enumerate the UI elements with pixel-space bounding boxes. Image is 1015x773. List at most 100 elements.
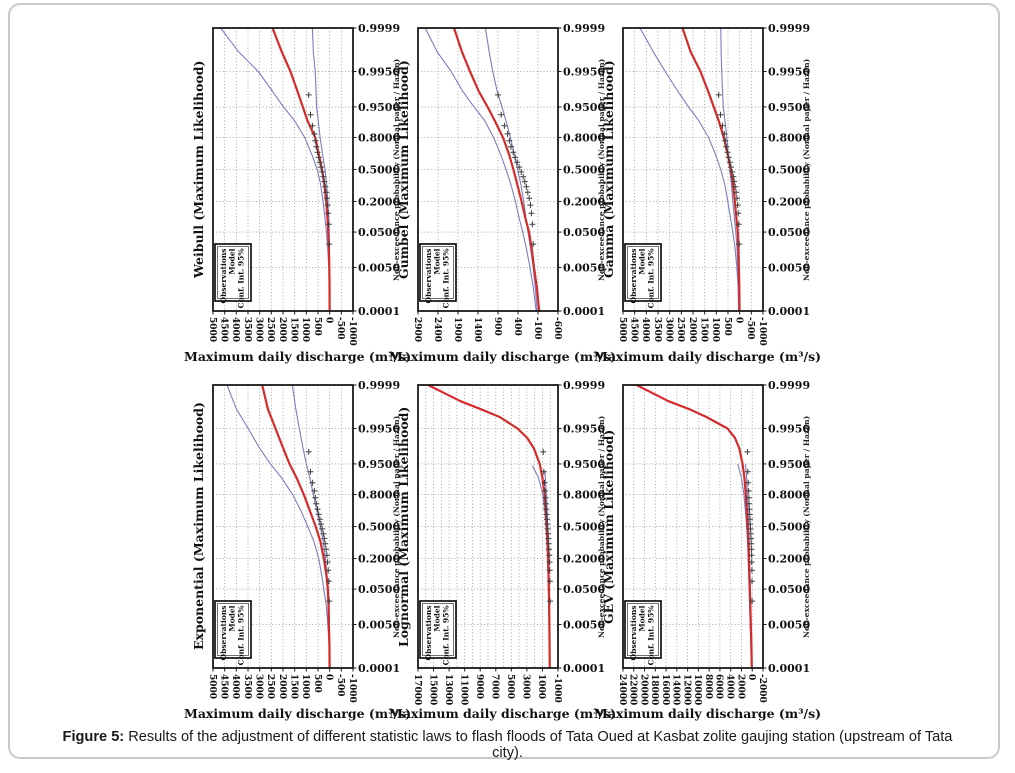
gev-plot-canvas: 0.9999 0.9950 0.9500 0.8000 0.5000 0.2000 0.05… [617,379,811,705]
svg-text:0.9999: 0.9999 [358,22,400,35]
svg-text:0.9950: 0.9950 [768,422,810,435]
x-axis-label: Maximum daily discharge (m³/s) [594,349,822,364]
svg-text:0.8000: 0.8000 [563,131,605,144]
svg-text:1500: 1500 [289,317,299,342]
confidence-upper-curve [424,28,537,311]
plot-group-gev: 0.9999 0.9950 0.9500 0.8000 0.5000 0.2000 0.05… [594,375,821,729]
svg-text:2000: 2000 [277,317,287,342]
svg-text:0.2000: 0.2000 [768,553,810,566]
observation-markers [715,91,743,248]
svg-text:-2000: -2000 [757,674,767,703]
model-curve [261,385,331,668]
svg-text:2000: 2000 [277,674,287,699]
svg-text:3000: 3000 [664,317,674,342]
svg-text:0.0050: 0.0050 [563,619,605,632]
svg-text:0.0500: 0.0500 [563,226,605,239]
legend-item: Observations [424,606,433,661]
lognormal-plot-canvas: 0.9999 0.9950 0.9500 0.8000 0.5000 0.2000 0.05… [412,379,606,705]
svg-text:0.0500: 0.0500 [358,583,400,596]
svg-text:0.0001: 0.0001 [358,305,400,318]
svg-text:0: 0 [746,674,756,680]
svg-text:0.9500: 0.9500 [768,101,810,114]
observation-markers [744,448,756,605]
model-curve [427,385,551,668]
observation-markers [540,448,554,605]
gumbel-plot-canvas: 0.9999 0.9950 0.9500 0.8000 0.5000 0.2000 0.05… [412,22,606,342]
x-tick-labels: 24000 22000 20000 18000 16000 14000 12000 10000… [617,674,767,705]
legend-item: Conf. Int. 95% [236,249,245,309]
svg-text:0.9500: 0.9500 [358,458,400,471]
x-axis-label: Maximum daily discharge (m³/s) [389,349,617,364]
svg-text:2900: 2900 [412,317,422,342]
legend-item: Observations [219,249,228,304]
svg-text:0.0500: 0.0500 [768,226,810,239]
svg-text:14000: 14000 [671,674,681,705]
x-tick-labels: 2900 2400 1900 1400 900 400 -100 -600 [412,317,562,342]
svg-text:0.9500: 0.9500 [563,458,605,471]
svg-text:0.0500: 0.0500 [768,583,810,596]
legend-item: Observations [424,249,433,304]
x-tick-labels: 5000 4500 4000 3500 3000 2500 2000 1500 1000 500 0… [207,674,357,703]
svg-text:2400: 2400 [432,317,442,342]
svg-text:4000: 4000 [725,674,735,699]
svg-text:0.9950: 0.9950 [563,422,605,435]
svg-text:0.2000: 0.2000 [563,553,605,566]
right-axis-label: Non-exceedance probability (Normal paper… [802,415,811,638]
observation-markers [495,91,537,248]
svg-text:0.9950: 0.9950 [358,65,400,78]
svg-text:-600: -600 [552,317,562,340]
model-curve [635,385,753,668]
legend-item: Model [638,248,647,274]
figure-caption: Figure 5: Results of the adjustment of d… [55,729,960,761]
legend-item: Observations [629,249,638,304]
svg-text:0: 0 [734,317,744,323]
svg-text:0.9950: 0.9950 [563,65,605,78]
svg-text:3000: 3000 [254,674,264,699]
svg-text:9000: 9000 [474,674,484,699]
svg-text:0.2000: 0.2000 [563,196,605,209]
svg-text:0.2000: 0.2000 [358,553,400,566]
plot-title: Exponential (Maximum Likelihood) [191,402,206,651]
svg-text:0.9950: 0.9950 [358,422,400,435]
svg-text:1000: 1000 [536,674,546,699]
plot-title: Weibull (Maximum Likelihood) [191,60,206,279]
svg-text:4500: 4500 [629,317,639,342]
svg-text:0.5000: 0.5000 [768,164,810,177]
svg-text:0.5000: 0.5000 [563,164,605,177]
svg-text:0.9500: 0.9500 [358,101,400,114]
figure-frame [8,3,1000,759]
confidence-upper-curve [639,28,740,311]
legend-item: Model [433,248,442,274]
svg-text:2000: 2000 [687,317,697,342]
svg-text:500: 500 [312,674,322,693]
svg-text:16000: 16000 [660,674,670,705]
probability-tick-labels: 0.9999 0.9950 0.9500 0.8000 0.5000 0.2000 0.05… [768,22,810,318]
svg-text:0.0001: 0.0001 [768,662,810,675]
legend-item: Model [433,605,442,631]
observation-markers [305,448,333,605]
svg-text:0.9999: 0.9999 [768,22,810,35]
svg-text:0.5000: 0.5000 [768,521,810,534]
svg-text:4500: 4500 [219,674,229,699]
svg-text:7000: 7000 [490,674,500,699]
svg-text:500: 500 [722,317,732,336]
svg-text:900: 900 [492,317,502,336]
legend-item: Conf. Int. 95% [441,249,450,309]
svg-text:0.0050: 0.0050 [358,262,400,275]
svg-text:5000: 5000 [505,674,515,699]
svg-text:1000: 1000 [300,317,310,342]
svg-text:0.0500: 0.0500 [358,226,400,239]
svg-text:0.9999: 0.9999 [563,22,605,35]
probability-tick-labels: 0.9999 0.9950 0.9500 0.8000 0.5000 0.2000 0.05… [358,22,400,318]
svg-text:1400: 1400 [472,317,482,342]
svg-text:0.0001: 0.0001 [563,662,605,675]
x-axis-label: Maximum daily discharge (m³/s) [389,706,617,721]
svg-text:12000: 12000 [681,674,691,705]
probability-tick-labels: 0.9999 0.9950 0.9500 0.8000 0.5000 0.2000 0.05… [563,22,605,318]
legend-box: Observations Model Conf. Int. 95% [419,600,457,665]
legend-box: Observations Model Conf. Int. 95% [214,600,252,665]
legend-item: Model [228,605,237,631]
svg-text:0.0001: 0.0001 [563,305,605,318]
svg-text:0.5000: 0.5000 [563,521,605,534]
